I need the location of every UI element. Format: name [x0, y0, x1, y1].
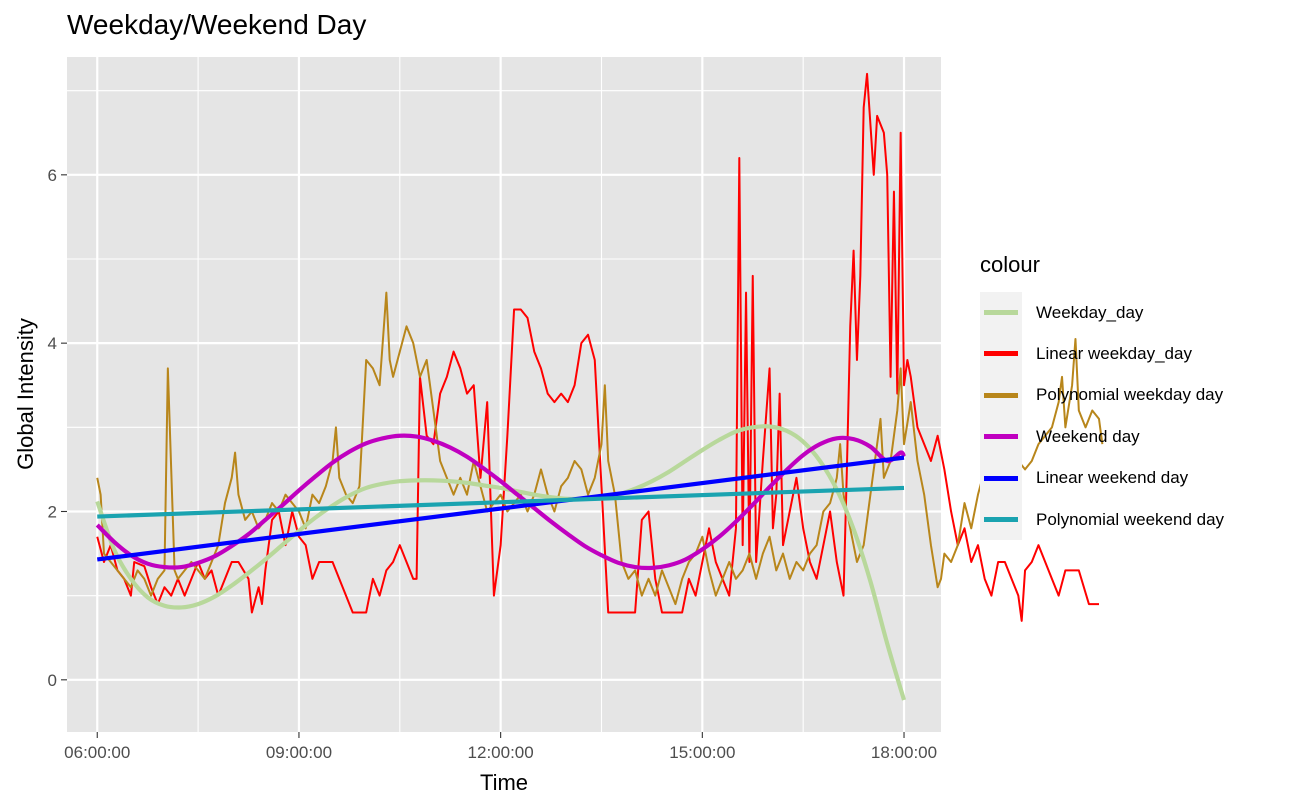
y-tick-label: 4 — [48, 334, 57, 353]
y-axis-title: Global Intensity — [13, 318, 38, 470]
y-tick-label: 6 — [48, 166, 57, 185]
legend-swatch — [984, 516, 1018, 522]
legend-title: colour — [980, 252, 1040, 277]
plot-panel — [67, 57, 941, 732]
legend-swatch — [984, 392, 1018, 398]
legend-key — [980, 374, 1022, 417]
legend: colour Weekday_day Linear weekday_day Poly… — [980, 252, 1225, 541]
series-line-linear-weekend-day — [96, 455, 905, 562]
x-tick-label: 15:00:00 — [669, 743, 735, 762]
x-tick-label: 09:00:00 — [266, 743, 332, 762]
legend-key — [980, 416, 1022, 458]
legend-label: Polynomial weekday day — [1036, 385, 1224, 405]
series-layer — [95, 72, 1104, 701]
legend-items: Weekday_day Linear weekday_day Polynomial … — [980, 292, 1225, 541]
chart-title: Weekday/Weekend Day — [67, 9, 367, 40]
x-axis-title: Time — [480, 770, 528, 795]
x-tick-label: 06:00:00 — [64, 743, 130, 762]
legend-key — [980, 457, 1022, 499]
legend-label: Weekend day — [1036, 426, 1140, 446]
legend-label: Polynomial weekend day — [1036, 509, 1225, 529]
legend-label: Linear weekday_day — [1036, 344, 1192, 364]
legend-item: Polynomial weekend day — [980, 498, 1225, 541]
series-line-weekday-day — [95, 424, 907, 701]
legend-item: Polynomial weekday day — [980, 374, 1224, 417]
axis-layer: 06:00:00 09:00:00 12:00:00 15:00:00 18:00:00… — [48, 166, 938, 762]
legend-label: Weekday_day — [1036, 302, 1144, 322]
legend-swatch — [984, 475, 1018, 481]
legend-key — [980, 498, 1022, 541]
legend-swatch — [984, 310, 1018, 315]
legend-swatch — [984, 351, 1018, 357]
series-line-polynomial-weekday-day — [96, 291, 1104, 606]
legend-key — [980, 292, 1022, 334]
legend-label: Linear weekend day — [1036, 468, 1189, 488]
legend-item: Weekday_day — [980, 292, 1224, 334]
legend-swatch — [984, 434, 1018, 440]
legend-key — [980, 333, 1022, 375]
y-tick-label: 0 — [48, 671, 57, 690]
legend-item: Weekend day — [980, 416, 1224, 458]
series-line-polynomial-weekend-day — [97, 485, 905, 519]
legend-item: Linear weekday_day — [980, 333, 1224, 375]
x-tick-label: 12:00:00 — [468, 743, 534, 762]
legend-item: Linear weekend day — [980, 457, 1224, 499]
x-tick-label: 18:00:00 — [871, 743, 937, 762]
y-tick-label: 2 — [48, 502, 57, 521]
